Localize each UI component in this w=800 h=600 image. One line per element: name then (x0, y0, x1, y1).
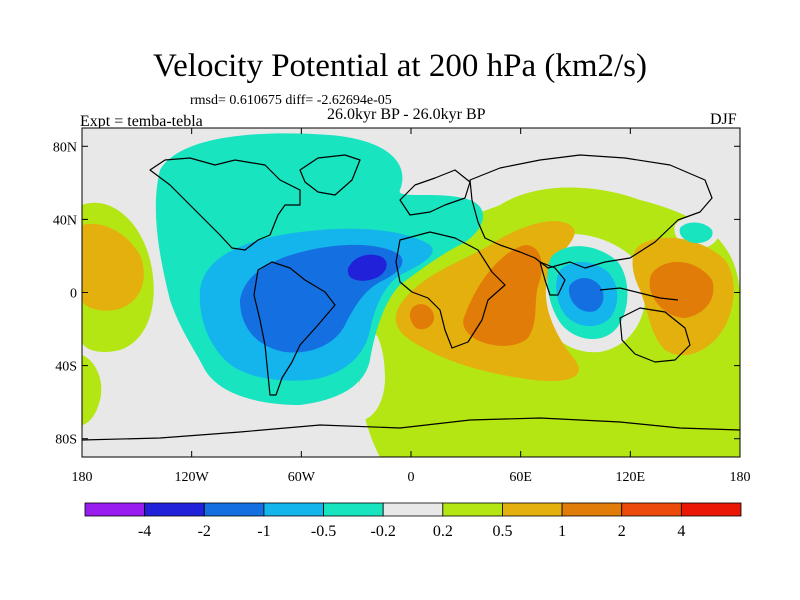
lat-tick-label: 40S (55, 360, 77, 375)
lat-tick-label: 80S (55, 433, 77, 448)
coastline-africa (395, 231, 506, 349)
figure-title: Velocity Potential at 200 hPa (km2/s) (152, 48, 648, 84)
colorbar: -4 -2 -1 -0.5 -0.2 0.2 0.5 1 2 4 (84, 502, 742, 540)
coastline-greenland (299, 154, 361, 196)
lon-tick-label: 180 (72, 470, 93, 485)
coastline-asia (469, 154, 713, 269)
coastline-north-america (149, 157, 301, 251)
colorbar-label: 0.5 (492, 523, 512, 540)
coastlines (82, 154, 740, 441)
lat-tick-label: 80N (53, 140, 77, 155)
colorbar-label: -2 (198, 523, 211, 540)
colorbar-swatch (561, 502, 623, 517)
coastline-australia (619, 307, 691, 363)
coastline-europe (399, 169, 471, 216)
colorbar-swatch (84, 502, 146, 517)
latitude-axis: 80N 40N 0 40S 80S (53, 140, 740, 448)
contour-fill-1 (409, 245, 714, 346)
lon-tick-label: 180 (730, 470, 751, 485)
coastline-south-america (253, 261, 336, 396)
colorbar-swatch (323, 502, 384, 517)
colorbar-swatch (144, 502, 205, 517)
lon-tick-label: 120W (175, 470, 210, 485)
colorbar-swatch (502, 502, 563, 517)
lon-tick-label: 0 (408, 470, 415, 485)
lon-tick-label: 60E (509, 470, 532, 485)
lat-tick-label: 0 (70, 287, 77, 302)
season-label: DJF (710, 111, 737, 128)
colorbar-swatch (442, 502, 503, 517)
coastline-maritime-continent (599, 287, 679, 301)
coastline-india (539, 261, 566, 296)
lat-tick-label: 40N (53, 213, 77, 228)
colorbar-swatch (203, 502, 265, 517)
colorbar-label: -4 (138, 523, 151, 540)
colorbar-swatch (680, 502, 742, 517)
colorbar-label: -0.2 (371, 523, 396, 540)
colorbar-label: 0.2 (433, 523, 453, 540)
lon-tick-label: 60W (288, 470, 316, 485)
colorbar-swatch (621, 502, 682, 517)
period-label: 26.0kyr BP - 26.0kyr BP (327, 106, 486, 123)
colorbar-swatch (382, 502, 444, 517)
lon-tick-label: 120E (616, 470, 646, 485)
colorbar-label: 1 (558, 523, 566, 540)
longitude-axis: 180 120W 60W 0 60E 120E 180 (72, 128, 751, 485)
colorbar-label: -1 (257, 523, 270, 540)
coastline-antarctica (82, 417, 740, 441)
colorbar-label: 4 (677, 523, 685, 540)
experiment-label: Expt = temba-tebla (80, 113, 203, 130)
colorbar-label: 2 (618, 523, 626, 540)
contour-fill-minus-2 (347, 254, 387, 281)
colorbar-swatch (263, 502, 324, 517)
stats-line: rmsd= 0.610675 diff= -2.62694e-05 (190, 93, 392, 108)
colorbar-label: -0.5 (311, 523, 336, 540)
